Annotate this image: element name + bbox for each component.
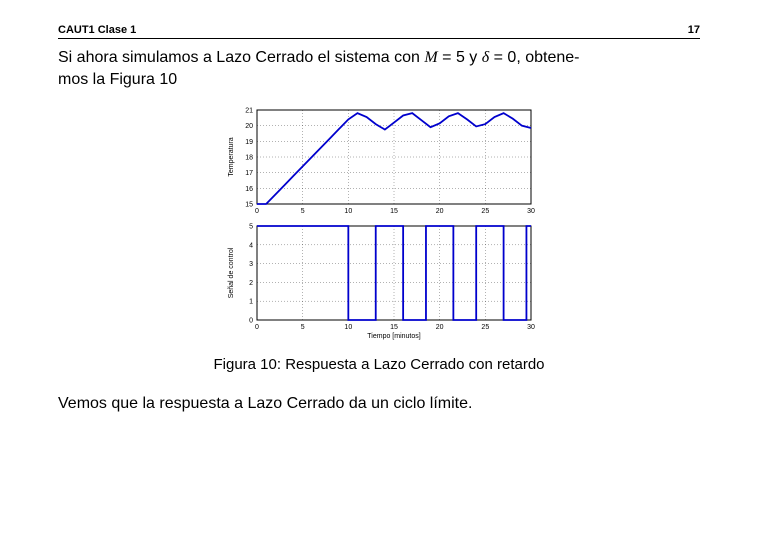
svg-text:0: 0 [255, 208, 259, 215]
svg-text:4: 4 [249, 242, 253, 249]
figure-caption: Figura 10: Respuesta a Lazo Cerrado con … [213, 356, 544, 373]
svg-text:5: 5 [301, 324, 305, 331]
svg-text:20: 20 [245, 123, 253, 130]
svg-text:18: 18 [245, 155, 253, 162]
figure-svg: 05101520253015161718192021Temperatura051… [219, 102, 539, 342]
svg-text:16: 16 [245, 186, 253, 193]
svg-text:21: 21 [245, 108, 253, 115]
svg-text:19: 19 [245, 139, 253, 146]
svg-text:20: 20 [436, 208, 444, 215]
svg-text:10: 10 [344, 208, 352, 215]
header-right: 17 [688, 24, 700, 36]
svg-text:0: 0 [249, 318, 253, 325]
var-M: M [424, 49, 437, 66]
svg-text:Señal de control: Señal de control [228, 247, 235, 298]
svg-text:5: 5 [301, 208, 305, 215]
page-header: CAUT1 Clase 1 17 [58, 24, 700, 39]
page: CAUT1 Clase 1 17 Si ahora simulamos a La… [0, 0, 758, 433]
svg-text:20: 20 [436, 324, 444, 331]
header-left: CAUT1 Clase 1 [58, 24, 136, 36]
svg-text:30: 30 [527, 208, 535, 215]
svg-text:15: 15 [390, 324, 398, 331]
svg-text:10: 10 [344, 324, 352, 331]
svg-text:2: 2 [249, 280, 253, 287]
intro-text-eq1: = 5 y [438, 49, 482, 66]
svg-text:Temperatura: Temperatura [228, 137, 235, 176]
svg-text:30: 30 [527, 324, 535, 331]
svg-text:25: 25 [481, 208, 489, 215]
svg-text:1: 1 [249, 299, 253, 306]
intro-text-eq2: = 0, obtene- [489, 49, 579, 66]
svg-text:5: 5 [249, 224, 253, 231]
svg-text:15: 15 [390, 208, 398, 215]
intro-text-a: Si ahora simulamos a Lazo Cerrado el sis… [58, 49, 424, 66]
svg-text:Tiempo [minutos]: Tiempo [minutos] [367, 333, 420, 340]
svg-text:17: 17 [245, 170, 253, 177]
intro-text-line2: mos la Figura 10 [58, 71, 177, 88]
svg-text:3: 3 [249, 261, 253, 268]
svg-text:15: 15 [245, 202, 253, 209]
conclusion-paragraph: Vemos que la respuesta a Lazo Cerrado da… [58, 395, 700, 413]
figure-10: 05101520253015161718192021Temperatura051… [58, 102, 700, 387]
intro-paragraph: Si ahora simulamos a Lazo Cerrado el sis… [58, 47, 700, 90]
svg-text:0: 0 [255, 324, 259, 331]
svg-text:25: 25 [481, 324, 489, 331]
